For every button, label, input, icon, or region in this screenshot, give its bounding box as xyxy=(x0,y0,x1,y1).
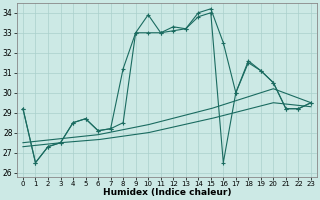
X-axis label: Humidex (Indice chaleur): Humidex (Indice chaleur) xyxy=(103,188,231,197)
